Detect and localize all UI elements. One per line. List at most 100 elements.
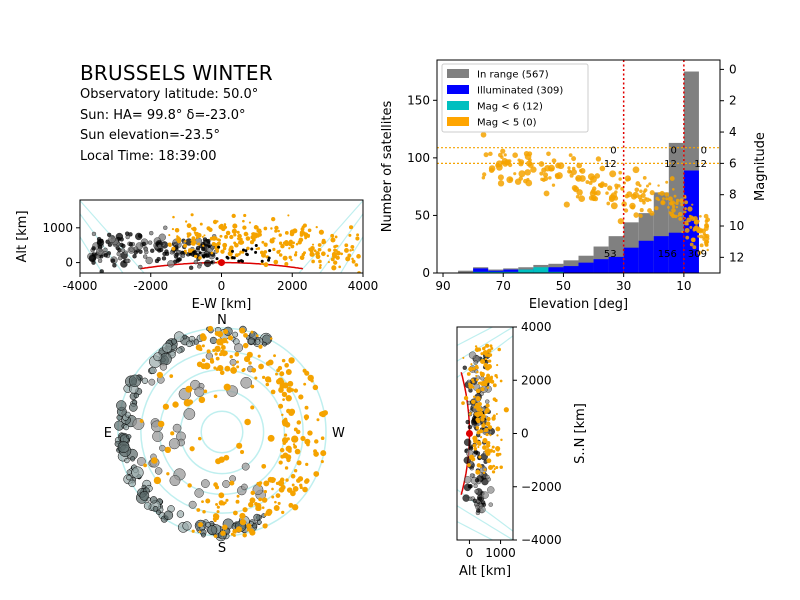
- sky-elevation-ring: [140, 350, 304, 514]
- sn-illuminated-satellite: [472, 386, 475, 389]
- sky-illuminated-satellite: [261, 463, 267, 469]
- sn-shadow-satellite: [468, 351, 477, 359]
- sn-x-tick-label: 1000: [485, 546, 516, 560]
- sn-illuminated-satellite: [468, 382, 471, 386]
- hist-magnitude-point: [488, 151, 493, 157]
- hist-bar: [458, 270, 474, 273]
- hist-magnitude-point: [497, 174, 504, 181]
- sky-illuminated-satellite: [279, 447, 285, 453]
- hist-magnitude-point: [500, 148, 506, 154]
- sn-illuminated-satellite: [486, 416, 491, 422]
- hist-magnitude-point: [701, 228, 706, 234]
- sky-illuminated-satellite: [249, 497, 256, 504]
- hist-magnitude-point: [571, 156, 577, 162]
- sky-illuminated-satellite: [156, 371, 163, 379]
- ew-illuminated-satellite: [202, 244, 205, 247]
- sky-illuminated-satellite: [243, 355, 251, 363]
- ew-shadow-satellite: [157, 248, 162, 253]
- hist-magnitude-point: [563, 201, 570, 208]
- sn-illuminated-satellite: [476, 406, 482, 412]
- legend-swatch: [447, 69, 469, 78]
- sn-shadow-satellite: [467, 424, 473, 430]
- sky-shadow-satellite: [163, 510, 174, 520]
- ew-shadow-satellite: [241, 248, 245, 252]
- sky-illuminated-satellite: [203, 389, 208, 394]
- sky-illuminated-satellite: [285, 369, 292, 375]
- sky-illuminated-satellite: [273, 354, 276, 358]
- hist-magnitude-point: [575, 177, 579, 181]
- ew-illuminated-satellite: [336, 244, 339, 247]
- sn-illuminated-satellite: [492, 383, 497, 388]
- sky-illuminated-satellite: [198, 530, 202, 534]
- hist-magnitude-point: [591, 196, 596, 202]
- sky-shadow-satellite: [124, 411, 131, 418]
- hist-bar: [548, 271, 564, 273]
- hist-magnitude-point: [696, 228, 702, 234]
- sky-shadow-satellite: [149, 366, 157, 375]
- sn-shadow-satellite: [464, 476, 472, 484]
- sky-illuminated-satellite: [304, 370, 310, 376]
- sn-illuminated-satellite: [482, 471, 486, 475]
- sky-shadow-satellite: [152, 505, 159, 512]
- hist-magnitude-point: [567, 166, 571, 170]
- ew-shadow-satellite: [193, 260, 199, 265]
- ew-illuminated-satellite: [191, 236, 196, 241]
- sn-illuminated-satellite: [495, 412, 498, 415]
- hist-bar: [548, 267, 564, 273]
- sky-illuminated-satellite: [215, 356, 220, 361]
- sky-illuminated-satellite: [282, 382, 289, 389]
- sky-shadow-satellite: [162, 342, 173, 353]
- sky-illuminated-satellite: [200, 333, 206, 339]
- hist-magnitude-point: [634, 187, 640, 193]
- sn-y-tick-label: 4000: [521, 320, 552, 334]
- hist-bar: [638, 240, 654, 273]
- ew-illuminated-satellite: [239, 237, 243, 241]
- sn-shadow-satellite: [474, 489, 479, 494]
- sky-illuminated-satellite: [198, 347, 203, 352]
- sn-illuminated-satellite: [472, 435, 478, 441]
- hist-magnitude-point: [524, 169, 531, 176]
- ew-shadow-satellite: [116, 251, 121, 257]
- sky-illuminated-satellite: [191, 529, 195, 533]
- ew-illuminated-satellite: [172, 215, 175, 219]
- sky-illuminated-satellite: [274, 500, 277, 504]
- ew-shadow-satellite: [202, 239, 211, 247]
- ew-shadow-satellite: [112, 263, 117, 268]
- sky-illuminated-satellite: [244, 418, 251, 426]
- sn-shadow-satellite: [485, 399, 490, 404]
- ew-illuminated-satellite: [333, 260, 338, 265]
- sn-shadow-satellite: [469, 473, 475, 478]
- hist-magnitude-point: [615, 186, 619, 190]
- sky-shadow-satellite: [126, 434, 132, 440]
- ew-illuminated-satellite: [285, 242, 289, 245]
- hist-annotation: 156: [658, 249, 677, 260]
- sky-illuminated-satellite: [285, 395, 292, 402]
- sky-illuminated-satellite: [216, 338, 223, 346]
- ew-shadow-satellite: [254, 250, 258, 254]
- ew-illuminated-satellite: [282, 255, 288, 261]
- sky-illuminated-satellite: [198, 396, 206, 404]
- sn-illuminated-satellite: [493, 468, 496, 471]
- ew-illuminated-satellite: [257, 247, 261, 250]
- sn-illuminated-satellite: [484, 407, 490, 413]
- ew-illuminated-satellite: [318, 266, 322, 269]
- ew-shadow-satellite: [103, 247, 108, 252]
- sn-illuminated-satellite: [489, 434, 492, 437]
- sn-illuminated-satellite: [477, 445, 480, 449]
- ew-illuminated-satellite: [280, 244, 285, 249]
- hist-magnitude-point: [705, 225, 710, 229]
- ew-shadow-satellite: [192, 250, 196, 254]
- sky-illuminated-satellite: [157, 420, 165, 428]
- ew-illuminated-satellite: [242, 225, 247, 230]
- sn-x-tick-label: 0: [466, 546, 474, 560]
- ew-illuminated-satellite: [293, 253, 298, 257]
- ew-illuminated-satellite: [220, 249, 225, 254]
- sky-illuminated-satellite: [290, 490, 296, 497]
- ew-illuminated-satellite: [263, 262, 269, 268]
- sky-shadow-satellite: [183, 408, 196, 420]
- sky-illuminated-satellite: [278, 379, 285, 386]
- sky-illuminated-satellite: [281, 437, 289, 444]
- hist-magnitude-point: [591, 186, 597, 191]
- observer-marker: [465, 430, 473, 437]
- sky-illuminated-satellite: [223, 383, 231, 391]
